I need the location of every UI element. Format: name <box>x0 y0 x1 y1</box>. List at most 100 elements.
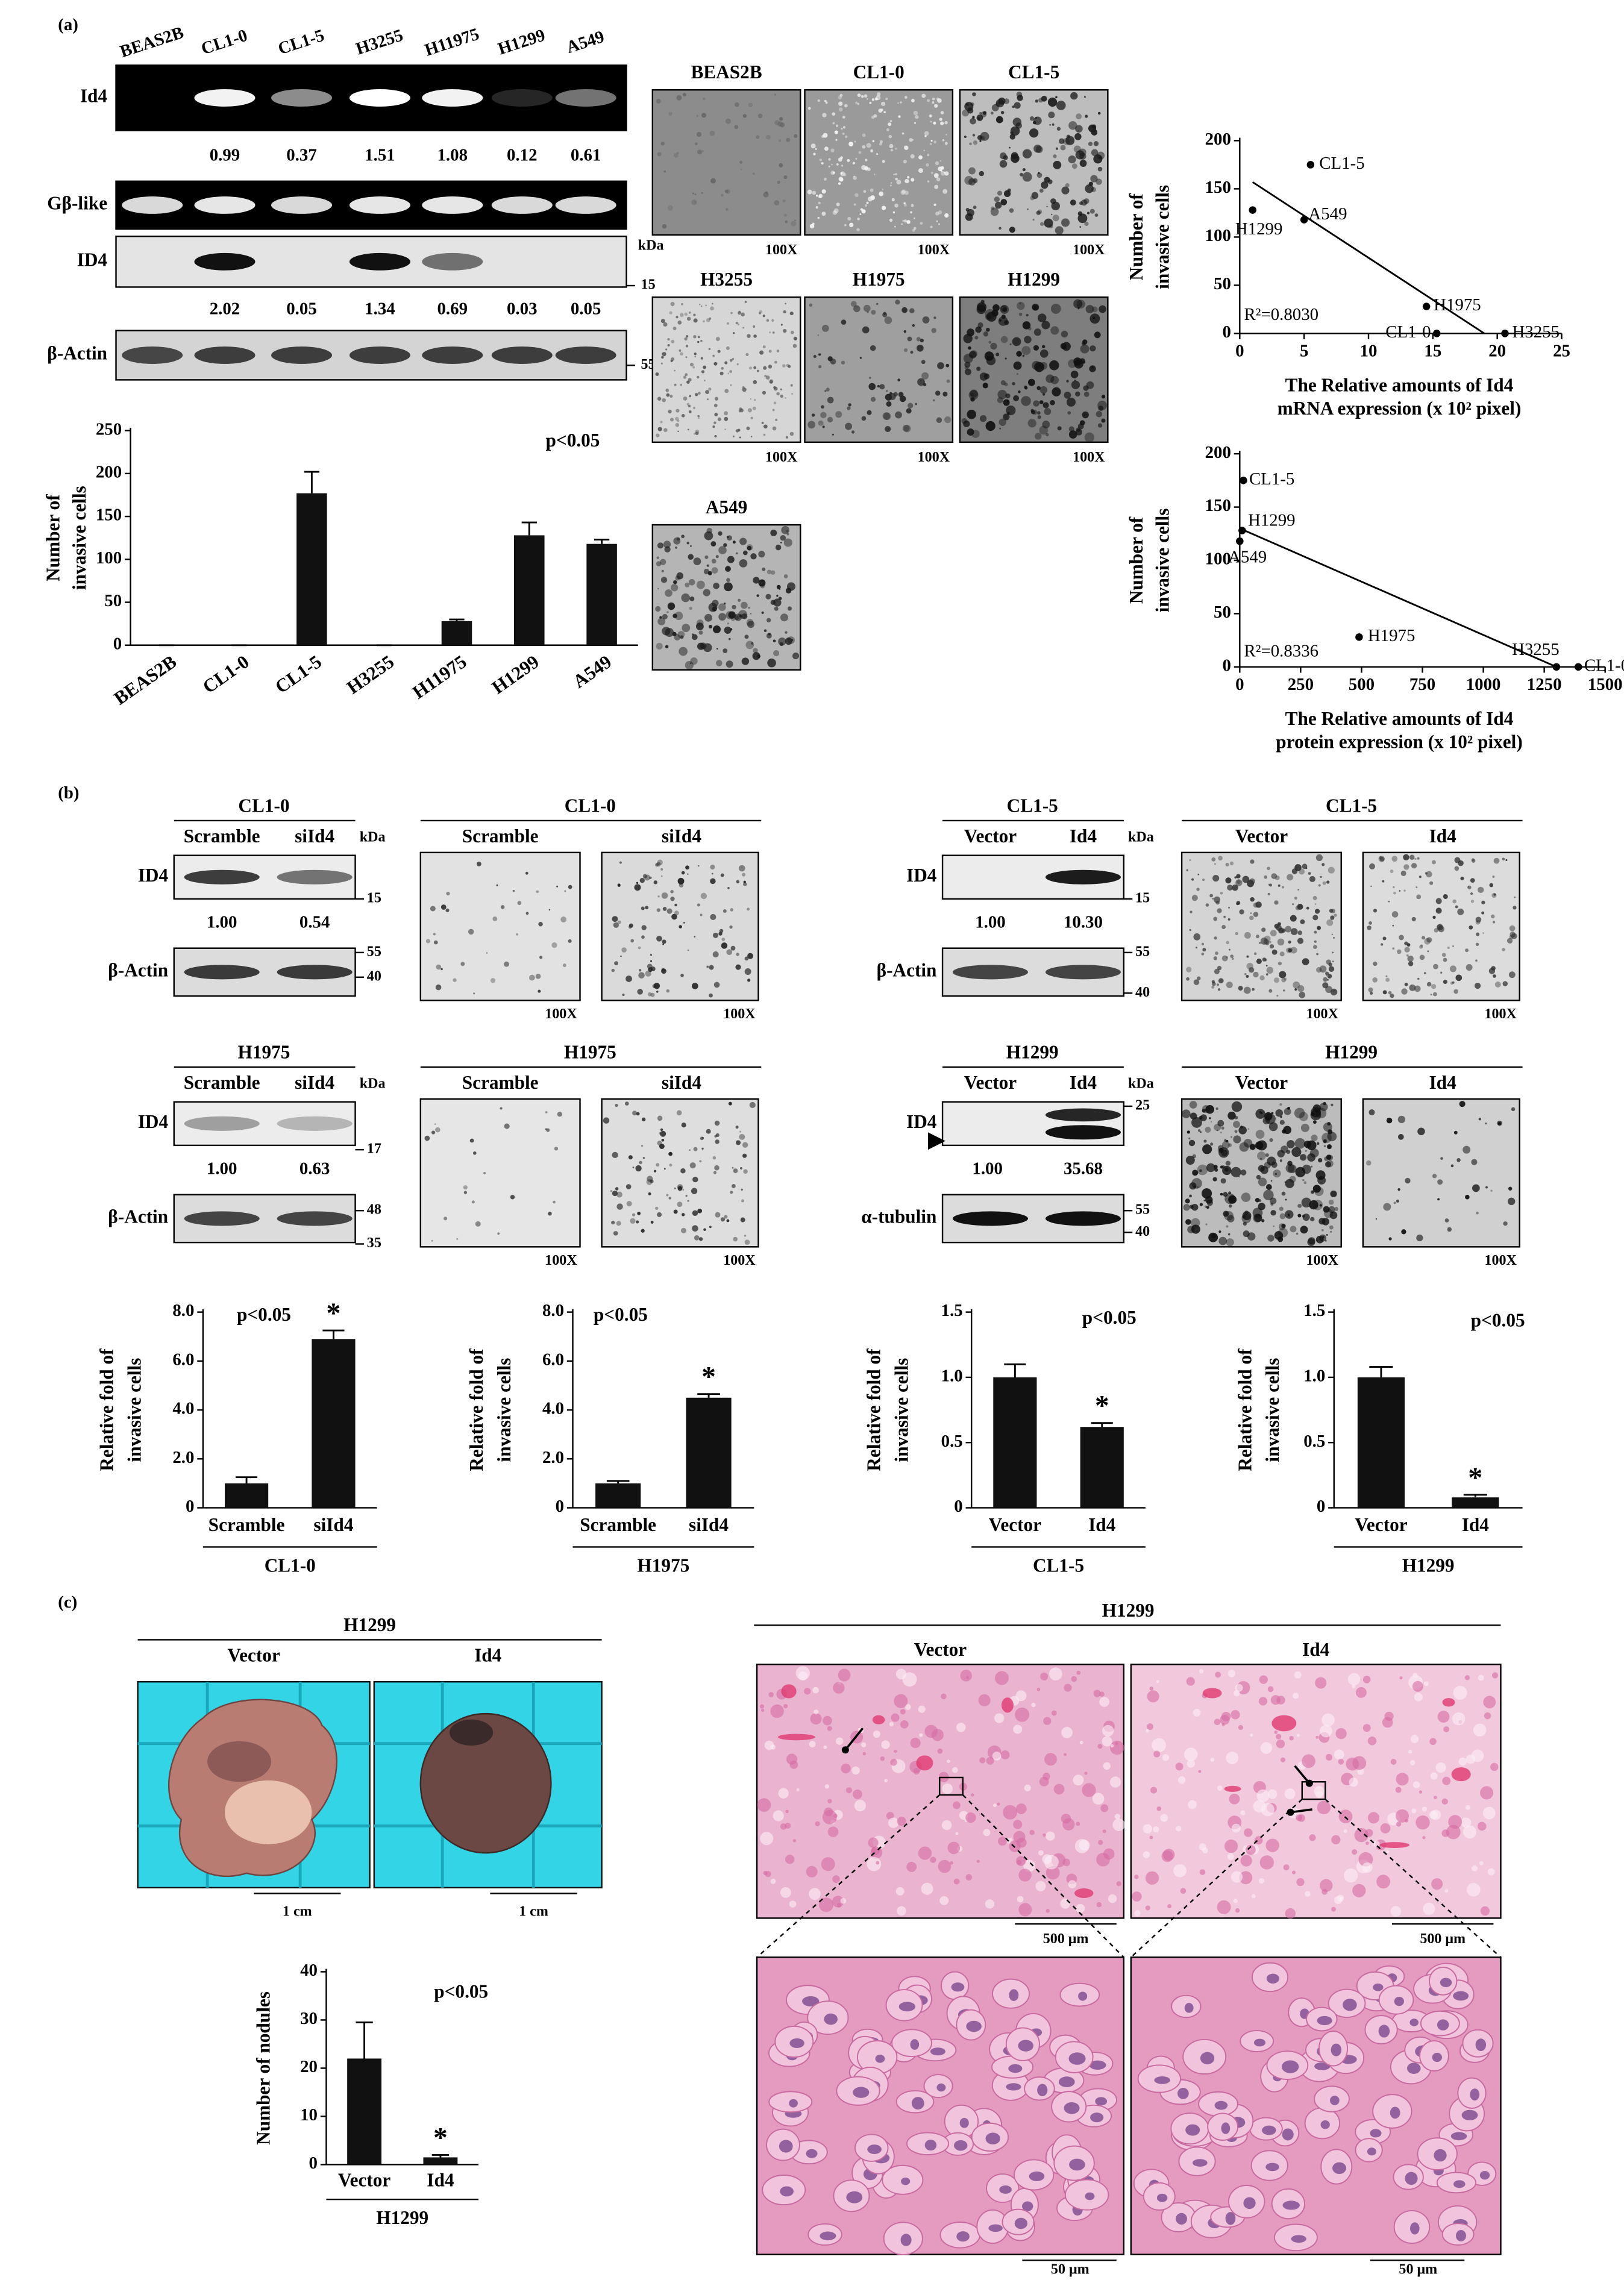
tissue-spot <box>1367 1737 1377 1746</box>
stain-dot <box>1321 1229 1324 1232</box>
stain-dot <box>1084 432 1095 443</box>
stain-dot <box>863 190 867 193</box>
stain-dot <box>812 190 817 195</box>
stain-dot <box>1011 152 1018 160</box>
tissue-spot <box>1414 1693 1423 1702</box>
stain-dot <box>818 201 821 205</box>
stain-dot <box>666 393 670 397</box>
tissue-spot <box>1480 1786 1494 1800</box>
stain-dot <box>1050 326 1059 335</box>
stain-dot <box>779 117 783 121</box>
stain-dot <box>1214 863 1216 865</box>
bar <box>514 535 545 645</box>
stain-dot <box>747 907 750 911</box>
stain-dot <box>1475 916 1482 923</box>
tissue-spot <box>1423 1902 1435 1915</box>
stain-dot <box>879 140 883 143</box>
stain-dot <box>703 568 709 575</box>
nucleus <box>1370 2129 1382 2138</box>
tissue-spot <box>1068 1880 1077 1889</box>
quantification: 35.68 <box>1064 1159 1103 1178</box>
stain-dot <box>830 171 835 175</box>
y-tick-label: 100 <box>96 548 122 568</box>
y-tick-label: 0 <box>113 634 122 653</box>
stain-dot <box>1223 1210 1229 1217</box>
stain-dot <box>638 969 642 972</box>
stain-dot <box>1278 884 1281 887</box>
tissue-spot <box>1031 1702 1036 1708</box>
tissue-spot <box>810 1713 822 1725</box>
stain-dot <box>763 424 768 429</box>
stain-dot <box>1400 870 1406 876</box>
stain-dot <box>1332 989 1336 992</box>
stain-dot <box>1000 199 1008 205</box>
stain-dot <box>1330 1231 1332 1233</box>
tissue-spot <box>1367 1812 1379 1824</box>
stain-dot <box>762 567 766 571</box>
stain-dot <box>906 220 911 224</box>
stain-dot <box>723 603 726 605</box>
stain-dot <box>851 430 855 434</box>
bar <box>1357 1377 1405 1508</box>
tissue-spot <box>946 1759 950 1763</box>
tissue-spot <box>1396 1773 1409 1786</box>
stain-dot <box>1217 1120 1224 1127</box>
stain-dot <box>1277 938 1285 946</box>
stain-dot <box>1233 1121 1240 1129</box>
tissue-spot <box>1267 1686 1274 1693</box>
stain-dot <box>904 178 909 184</box>
stain-dot <box>1029 116 1035 121</box>
blot-title: H1299 <box>1006 1041 1059 1062</box>
magnification: 100X <box>1306 1006 1339 1022</box>
stain-dot <box>1231 957 1234 960</box>
stain-dot <box>512 889 515 892</box>
tissue-spot <box>992 1752 1002 1761</box>
y-tick-label: 50 <box>104 591 122 610</box>
stain-dot <box>983 331 989 337</box>
tissue-spot <box>1016 1856 1026 1866</box>
stain-dot <box>711 872 713 875</box>
stain-dot <box>1046 433 1049 437</box>
marker-label: 35 <box>367 1235 381 1251</box>
stain-dot <box>734 102 739 107</box>
lane-label: siId4 <box>295 1072 334 1093</box>
stain-dot <box>818 365 822 369</box>
tissue-spot <box>1003 1805 1018 1820</box>
stain-dot <box>879 191 884 196</box>
stain-dot <box>1227 1143 1232 1147</box>
stain-dot <box>1215 951 1218 955</box>
stain-dot <box>907 336 912 342</box>
stain-dot <box>1261 927 1266 932</box>
nucleus <box>1214 2100 1228 2110</box>
stain-dot <box>826 387 830 392</box>
stain-dot <box>692 366 695 369</box>
blot-band <box>555 196 616 214</box>
stain-dot <box>436 964 442 970</box>
nucleus <box>1434 2149 1447 2162</box>
stain-dot <box>1269 944 1274 949</box>
stain-dot <box>671 339 675 343</box>
stain-dot <box>763 366 767 370</box>
stain-dot <box>670 360 673 362</box>
stain-dot <box>1088 142 1093 146</box>
stain-dot <box>853 305 861 313</box>
annotation: p<0.05 <box>1471 1310 1525 1331</box>
stain-dot <box>504 1123 510 1129</box>
stain-dot <box>785 397 787 399</box>
stain-dot <box>724 411 729 416</box>
stain-dot <box>894 203 898 208</box>
tissue-spot <box>1186 1677 1195 1686</box>
nucleus <box>806 2149 818 2158</box>
tissue-spot <box>1017 1838 1027 1848</box>
tissue-spot <box>1235 1683 1243 1692</box>
tissue-spot <box>1365 1829 1373 1837</box>
stain-dot <box>1218 1236 1227 1245</box>
stain-dot <box>629 923 633 928</box>
stain-dot <box>900 190 906 195</box>
nucleus <box>1006 2083 1021 2091</box>
stain-dot <box>1452 899 1456 904</box>
stain-dot <box>1056 101 1066 110</box>
x-axis-label: protein expression (x 10² pixel) <box>1276 731 1522 753</box>
tissue-spot <box>1193 1708 1201 1717</box>
stain-dot <box>911 204 914 207</box>
